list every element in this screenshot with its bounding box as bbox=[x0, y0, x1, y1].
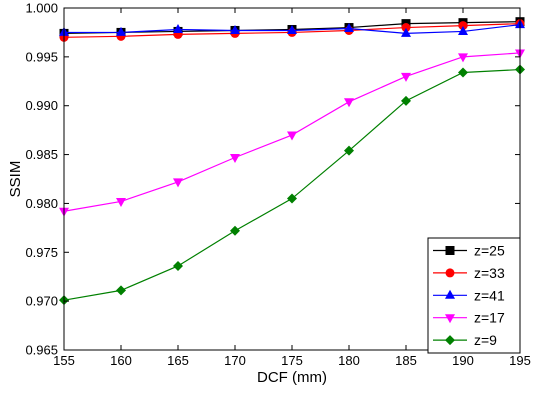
y-tick-label: 0.975 bbox=[25, 245, 58, 260]
y-tick-label: 1.000 bbox=[25, 1, 58, 16]
legend-item: z=33 bbox=[433, 265, 505, 281]
legend: z=25 z=33 z=41 z=17 z=9 bbox=[427, 237, 521, 354]
data-point bbox=[116, 26, 126, 36]
data-point bbox=[401, 23, 411, 33]
y-tick-label: 0.965 bbox=[25, 343, 58, 358]
data-point bbox=[287, 24, 297, 34]
series-z=41 bbox=[59, 19, 525, 37]
data-point bbox=[230, 154, 240, 164]
legend-label: z=17 bbox=[474, 310, 505, 326]
data-point bbox=[173, 178, 183, 188]
x-tick-label: 195 bbox=[509, 353, 531, 368]
y-axis-title: SSIM bbox=[7, 161, 24, 198]
legend-marker bbox=[445, 246, 455, 255]
x-tick-label: 160 bbox=[110, 353, 132, 368]
y-tick-label: 0.980 bbox=[25, 196, 58, 211]
legend-item: z=9 bbox=[433, 332, 497, 348]
x-tick-label: 155 bbox=[53, 353, 75, 368]
data-point bbox=[401, 27, 411, 37]
data-point bbox=[458, 67, 468, 78]
legend-label: z=25 bbox=[474, 243, 505, 259]
data-point bbox=[344, 145, 354, 156]
legend-label: z=33 bbox=[474, 265, 505, 281]
data-point bbox=[287, 193, 297, 204]
x-axis-title: DCF (mm) bbox=[257, 369, 327, 386]
data-point bbox=[173, 23, 183, 33]
legend-marker bbox=[445, 314, 455, 324]
y-tick-label: 0.970 bbox=[25, 294, 58, 309]
x-tick-label: 180 bbox=[338, 353, 360, 368]
data-point bbox=[458, 21, 468, 31]
x-tick-label: 185 bbox=[395, 353, 417, 368]
x-tick-label: 170 bbox=[224, 353, 246, 368]
legend-marker bbox=[445, 289, 455, 299]
legend-item: z=17 bbox=[433, 310, 505, 326]
data-point bbox=[230, 24, 240, 34]
data-point bbox=[458, 53, 468, 63]
data-point bbox=[344, 98, 354, 108]
legend-label: z=9 bbox=[474, 332, 497, 348]
y-tick-label: 0.995 bbox=[25, 49, 58, 64]
data-point bbox=[230, 225, 240, 236]
data-point bbox=[401, 95, 411, 106]
legend-label: z=41 bbox=[474, 287, 505, 303]
data-point bbox=[287, 131, 297, 141]
data-point bbox=[116, 197, 126, 207]
x-tick-label: 165 bbox=[167, 353, 189, 368]
data-point bbox=[401, 72, 411, 82]
series-z=17 bbox=[59, 49, 525, 217]
x-tick-label: 175 bbox=[281, 353, 303, 368]
x-tick-label: 190 bbox=[452, 353, 474, 368]
data-point bbox=[458, 25, 468, 35]
legend-marker bbox=[445, 268, 455, 278]
data-point bbox=[173, 260, 183, 271]
y-tick-label: 0.985 bbox=[25, 147, 58, 162]
legend-item: z=41 bbox=[433, 287, 505, 303]
plot-area bbox=[59, 17, 525, 306]
y-tick-label: 0.990 bbox=[25, 98, 58, 113]
axes: 155 160 165 170 175 180 185 190 195 0.965 0.970 0.9… bbox=[25, 1, 530, 369]
legend-marker bbox=[445, 335, 455, 346]
data-point bbox=[344, 23, 354, 33]
data-point bbox=[116, 285, 126, 296]
legend-item: z=25 bbox=[433, 243, 505, 259]
